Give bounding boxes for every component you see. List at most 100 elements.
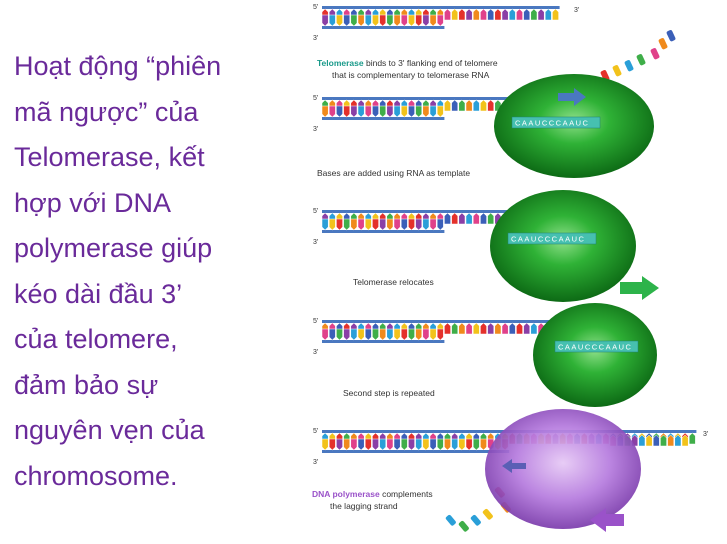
strand-end-label: 3' xyxy=(313,35,318,42)
base-tile xyxy=(552,8,559,21)
base-tile xyxy=(544,8,552,21)
caption-bold: DNA polymerase xyxy=(312,489,380,499)
base-tile xyxy=(451,99,459,112)
base-tile xyxy=(408,218,415,231)
base-tile xyxy=(458,438,466,451)
telomerase-enzyme xyxy=(490,190,636,302)
base-tile xyxy=(444,99,451,112)
base-tile xyxy=(444,438,451,451)
base-tile xyxy=(451,8,459,21)
base-tile xyxy=(343,14,351,27)
base-tile xyxy=(350,14,358,27)
synthesis-arrow xyxy=(502,459,526,473)
base-tile xyxy=(328,105,336,118)
relocate-arrow xyxy=(620,276,659,300)
main-text-line: kéo dài đầu 3’ xyxy=(14,278,183,309)
base-tile xyxy=(465,99,473,112)
base-tile xyxy=(444,322,451,335)
dna-polymerase-enzyme xyxy=(485,409,641,529)
base-tile xyxy=(429,438,437,451)
base-tile xyxy=(386,328,394,341)
dna-backbone xyxy=(322,230,445,233)
main-text-line: chromosome. xyxy=(14,460,178,491)
base-tile xyxy=(328,218,336,231)
main-text-line: của telomere, xyxy=(14,324,178,354)
base-tile xyxy=(400,328,408,341)
base-tile xyxy=(652,434,660,447)
strand-end-label: 5' xyxy=(313,4,318,11)
base-tile xyxy=(458,8,466,21)
dna-backbone xyxy=(322,340,445,343)
free-nucleotide xyxy=(636,54,646,66)
base-tile xyxy=(386,218,394,231)
base-tile xyxy=(451,212,459,225)
base-tile xyxy=(494,322,502,335)
base-tile xyxy=(415,328,423,341)
base-tile xyxy=(436,14,444,27)
base-tile xyxy=(472,438,480,451)
base-tile xyxy=(667,434,675,447)
base-tile xyxy=(537,8,545,21)
base-tile xyxy=(516,322,523,335)
base-tile xyxy=(480,322,487,335)
base-tile xyxy=(523,8,531,21)
base-tile xyxy=(436,218,444,231)
direction-arrow xyxy=(558,88,586,106)
caption-rest: complements xyxy=(380,489,433,499)
main-text-line: polymerase giúp xyxy=(14,233,213,263)
base-tile xyxy=(415,14,423,27)
base-tile xyxy=(436,328,444,341)
base-tile xyxy=(343,218,351,231)
base-tile xyxy=(530,322,538,335)
base-tile xyxy=(415,105,423,118)
step-caption: Bases are added using RNA as template xyxy=(317,168,470,178)
main-text-line: đảm bảo sự xyxy=(14,369,159,400)
dna-backbone xyxy=(322,450,510,453)
base-tile xyxy=(357,14,365,27)
base-tile xyxy=(458,322,466,335)
strand-end-label: 3' xyxy=(313,126,318,133)
dna-backbone xyxy=(322,210,589,213)
dna-backbone xyxy=(322,97,546,100)
free-nucleotide xyxy=(482,508,493,520)
base-tile xyxy=(350,105,358,118)
base-tile xyxy=(480,212,487,225)
base-tile xyxy=(364,328,372,341)
base-tile xyxy=(472,8,480,21)
base-tile xyxy=(364,218,372,231)
free-nucleotide xyxy=(458,520,469,532)
base-tile xyxy=(379,328,387,341)
base-tile xyxy=(336,105,343,118)
step-caption: that is complementary to telomerase RNA xyxy=(332,70,490,80)
free-nucleotide xyxy=(612,65,622,77)
base-tile xyxy=(364,105,372,118)
base-tile xyxy=(422,218,430,231)
strand-end-label: 3' xyxy=(703,431,708,438)
base-tile xyxy=(386,438,394,451)
base-tile xyxy=(458,99,466,112)
base-tile xyxy=(372,105,379,118)
base-tile xyxy=(357,438,365,451)
base-tile xyxy=(501,322,509,335)
dna-backbone xyxy=(322,6,560,9)
base-tile xyxy=(336,14,343,27)
base-tile xyxy=(472,212,480,225)
dna-backbone xyxy=(322,117,445,120)
telomerase-enzyme xyxy=(533,303,657,407)
base-tile xyxy=(645,434,653,447)
base-tile xyxy=(444,8,451,21)
base-tile xyxy=(422,14,430,27)
free-nucleotide xyxy=(470,514,481,526)
base-tile xyxy=(321,105,329,118)
rna-template-label: CAAUCCCAAUC xyxy=(511,235,585,244)
base-tile xyxy=(393,438,401,451)
base-tile xyxy=(465,8,473,21)
strand-end-label: 3' xyxy=(313,239,318,246)
base-tile xyxy=(494,8,502,21)
base-tile xyxy=(400,105,408,118)
base-tile xyxy=(429,328,437,341)
base-tile xyxy=(357,218,365,231)
main-text-line: nguyên vẹn của xyxy=(14,415,205,445)
base-tile xyxy=(364,438,372,451)
